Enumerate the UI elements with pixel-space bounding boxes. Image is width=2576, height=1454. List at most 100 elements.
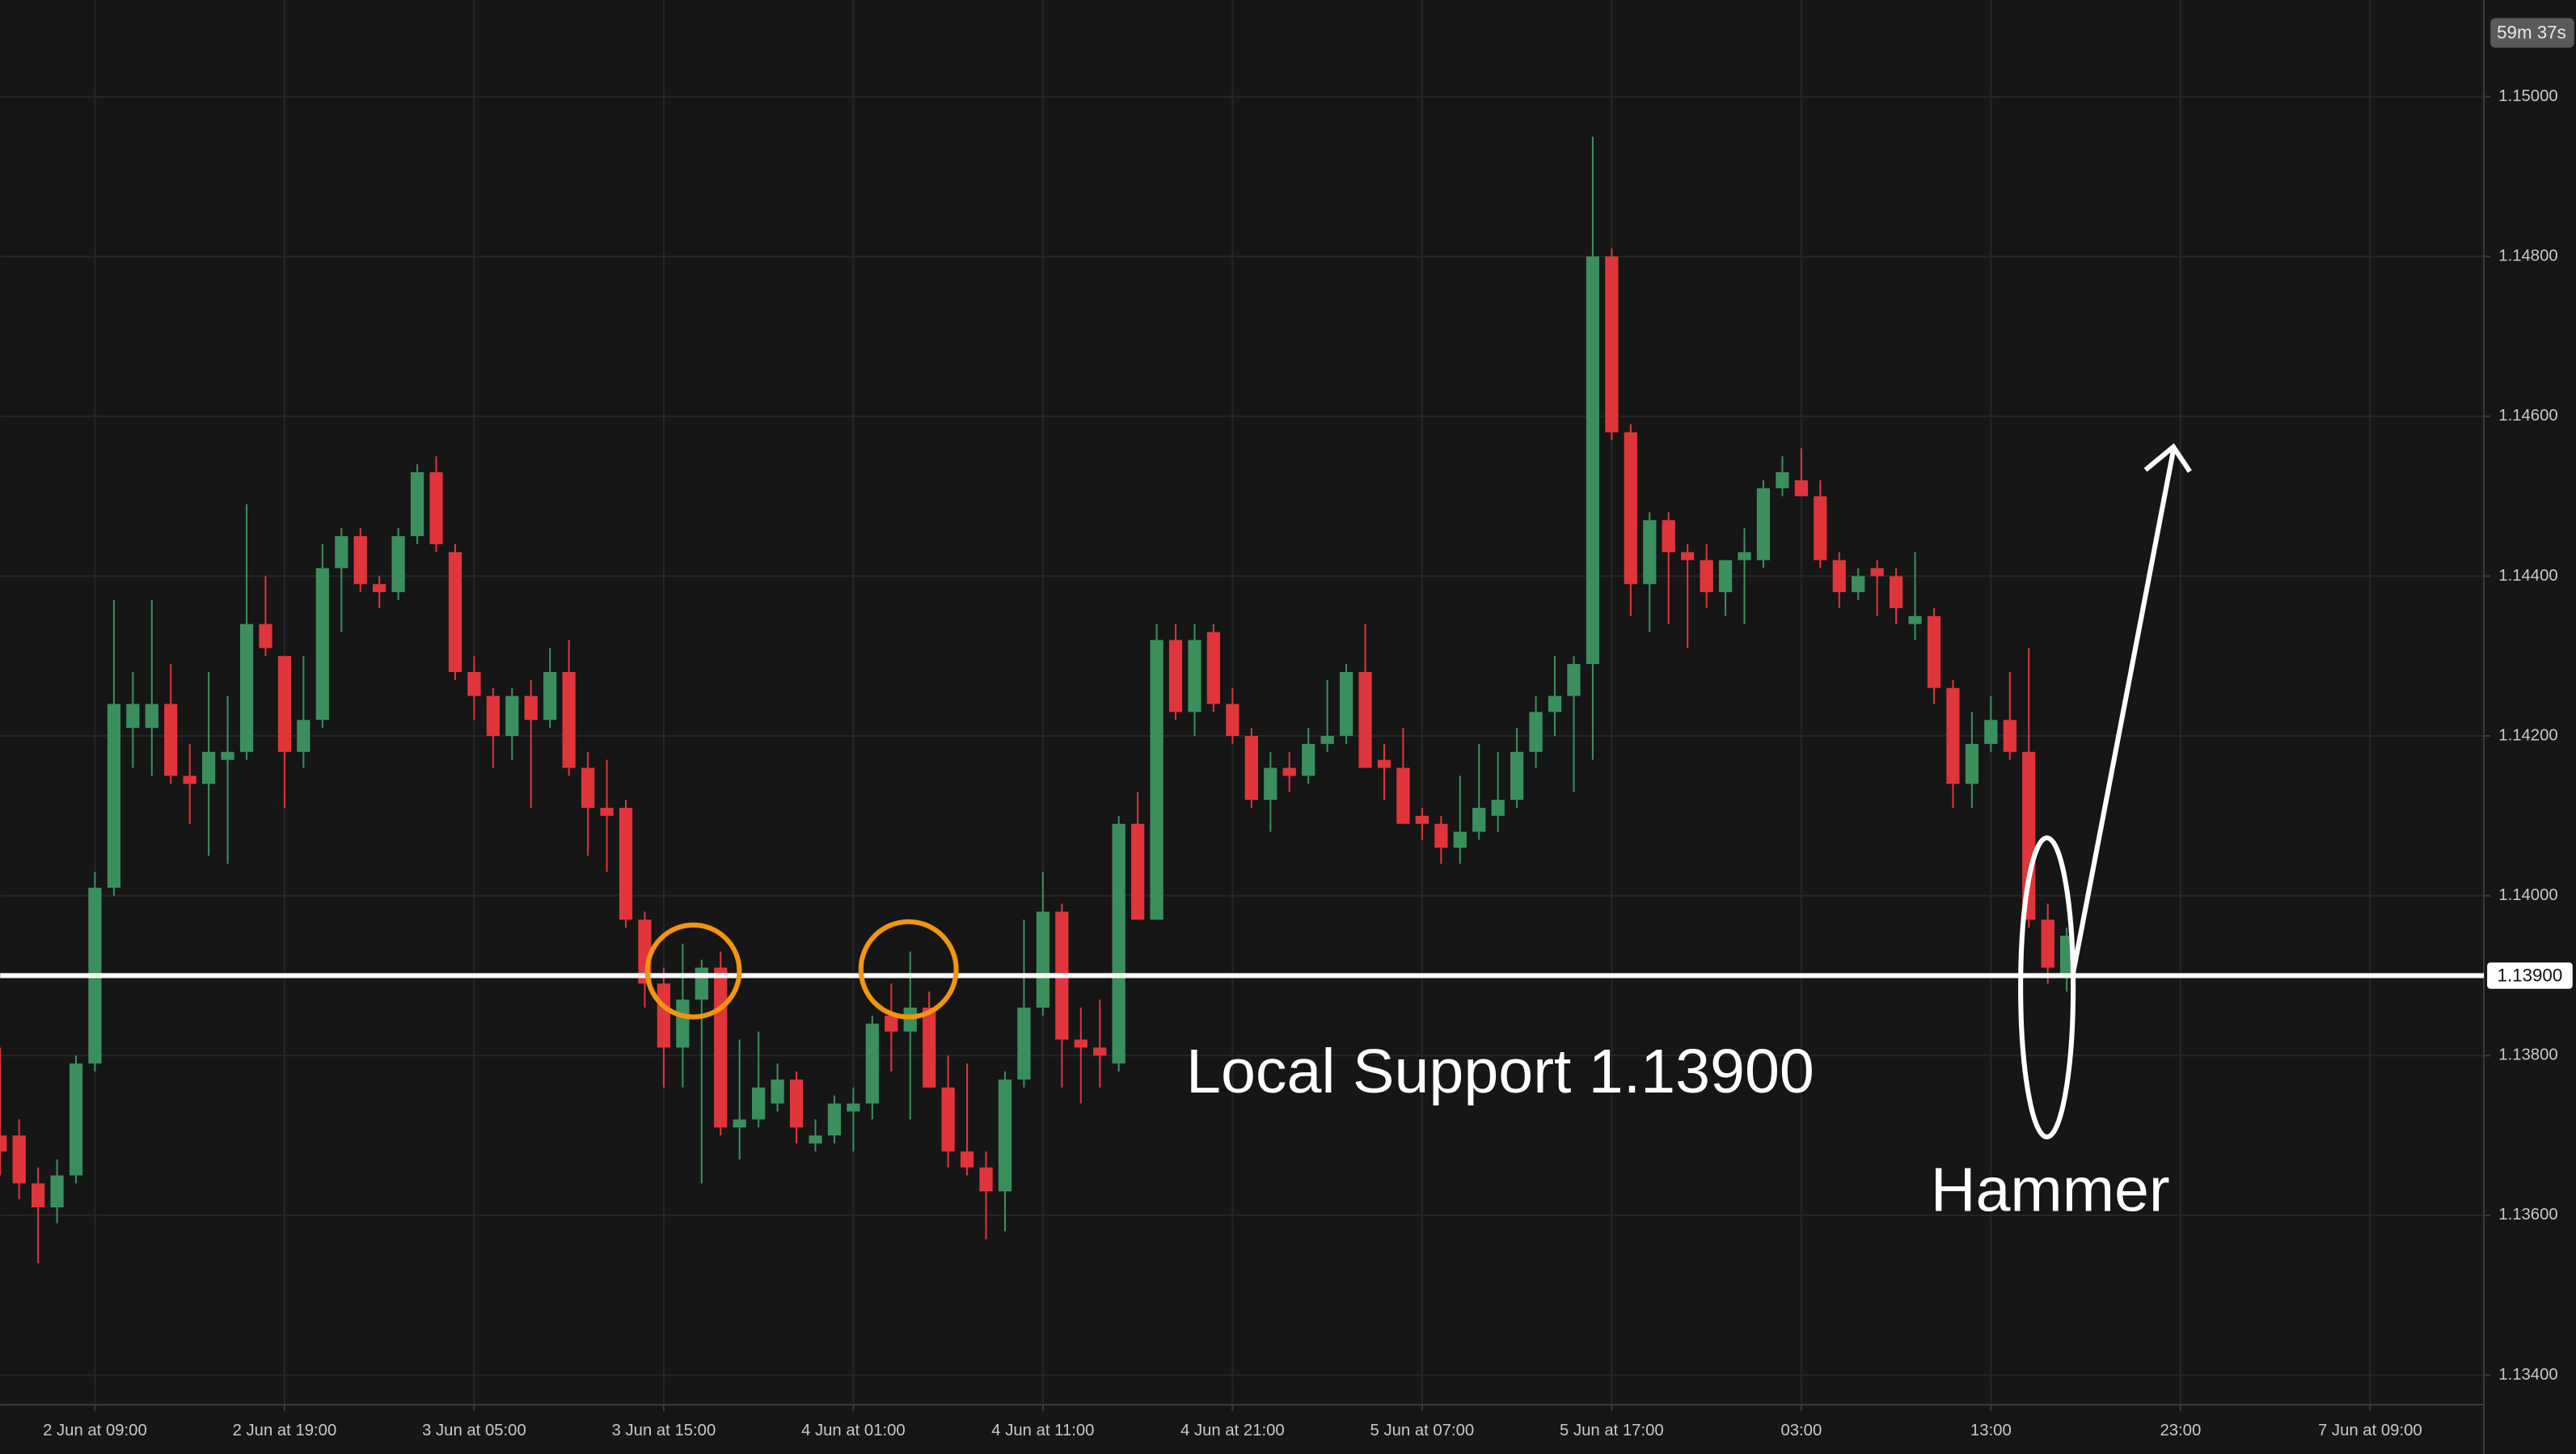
candle-body — [1908, 615, 1922, 624]
hammer-ellipse — [2018, 835, 2076, 1139]
candle-body — [1017, 1007, 1031, 1080]
candle-body — [1529, 712, 1543, 752]
candle-body — [1510, 751, 1524, 801]
candle-body — [1206, 632, 1221, 704]
candle-body — [1415, 815, 1429, 824]
y-tick-label: 1.13400 — [2498, 1366, 2557, 1384]
candle-body — [315, 568, 329, 721]
hammer-annotation: Hammer — [1931, 1155, 2170, 1224]
candle-body — [827, 1103, 842, 1136]
candle-body — [259, 623, 272, 649]
candle-body — [676, 1000, 690, 1048]
candle-body — [1168, 640, 1183, 712]
candle-body — [1093, 1047, 1107, 1056]
candle-body — [335, 536, 348, 568]
x-tick-label: 5 Jun at 07:00 — [1370, 1422, 1475, 1439]
candle-body — [1548, 695, 1562, 712]
y-tick-label: 1.14400 — [2498, 567, 2557, 585]
y-tick-label: 1.14800 — [2498, 247, 2557, 265]
candle-body — [1264, 767, 1277, 801]
candle-body — [373, 584, 386, 593]
candle-body — [50, 1175, 64, 1207]
candle-body — [619, 807, 633, 920]
y-tick-label: 1.15000 — [2498, 87, 2557, 105]
candle-body — [429, 471, 443, 544]
arrow-head — [2143, 443, 2192, 473]
candle-body — [1377, 759, 1391, 768]
candle-body — [998, 1079, 1012, 1192]
axes: 1.15000 1.14800 1.14600 1.14400 1.14200 1.140… — [0, 87, 2573, 1439]
candle-body — [1927, 615, 1941, 688]
candle-body — [164, 704, 178, 776]
candle-body — [1150, 640, 1163, 920]
countdown-tag — [2490, 18, 2574, 48]
candle-body — [809, 1135, 822, 1143]
candle-body — [69, 1063, 83, 1176]
candle-body — [107, 704, 121, 888]
countdown: 59m 37s — [2497, 23, 2566, 43]
candle-body — [1794, 480, 1808, 497]
candle-body — [979, 1167, 993, 1192]
candle-body — [960, 1151, 974, 1168]
candle-body — [1946, 687, 1960, 784]
candles — [0, 136, 2074, 1264]
candle-body — [1074, 1039, 1087, 1048]
candle-body — [581, 767, 595, 808]
candle-body — [1738, 552, 1751, 560]
candle-body — [0, 1135, 7, 1152]
candle-body — [1624, 432, 1637, 585]
candle-body — [1681, 552, 1695, 560]
candle-body — [12, 1135, 26, 1184]
candle-body — [1567, 664, 1581, 696]
candle-body — [543, 671, 557, 721]
overlay: Local Support 1.13900 Hammer 59m 37s — [644, 18, 2574, 1224]
candle-body — [657, 983, 671, 1048]
candle-body — [1472, 807, 1486, 832]
y-tick-label: 1.13600 — [2498, 1206, 2557, 1224]
candle-body — [297, 720, 310, 752]
candle-body — [183, 776, 196, 784]
candle-body — [221, 751, 234, 760]
candle-body — [1870, 568, 1884, 577]
x-tick-label: 3 Jun at 05:00 — [422, 1422, 526, 1439]
candle-body — [1453, 831, 1467, 848]
x-tick-label: 03:00 — [1780, 1422, 1822, 1439]
candle-body — [2022, 751, 2036, 920]
candle-body — [1036, 911, 1050, 1008]
candle-body — [923, 1007, 936, 1088]
candle-body — [145, 704, 158, 729]
candle-body — [524, 695, 538, 721]
candle-body — [562, 671, 576, 768]
candle-body — [695, 967, 708, 1000]
support-price-label: 1.13900 — [2498, 965, 2563, 985]
x-tick-label: 23:00 — [2160, 1422, 2201, 1439]
candle-body — [1244, 736, 1258, 801]
candle-body — [126, 704, 140, 729]
x-tick-label: 5 Jun at 17:00 — [1560, 1422, 1664, 1439]
candle-body — [903, 1007, 917, 1032]
candle-body — [31, 1183, 45, 1207]
arrow-shaft — [2071, 450, 2177, 974]
candle-body — [865, 1023, 879, 1104]
support-annotation: Local Support 1.13900 — [1186, 1037, 1814, 1106]
candle-body — [1282, 767, 1296, 776]
candle-body — [885, 1015, 898, 1032]
candle-body — [1984, 720, 1998, 744]
candle-body — [202, 751, 216, 784]
y-tick-label: 1.13800 — [2498, 1046, 2557, 1064]
candle-body — [1718, 560, 1733, 593]
y-tick-label: 1.14600 — [2498, 407, 2557, 425]
candle-body — [1358, 671, 1372, 768]
candle-body — [847, 1103, 860, 1112]
candle-body — [1889, 576, 1903, 608]
highlight-circle — [644, 922, 742, 1020]
candle-body — [714, 967, 728, 1128]
candle-body — [1814, 496, 1827, 560]
candle-body — [1605, 256, 1619, 433]
candle-body — [1700, 560, 1713, 593]
candle-body — [1396, 767, 1410, 824]
candle-body — [277, 656, 292, 752]
candle-body — [1112, 823, 1125, 1064]
candle-body — [941, 1087, 955, 1152]
